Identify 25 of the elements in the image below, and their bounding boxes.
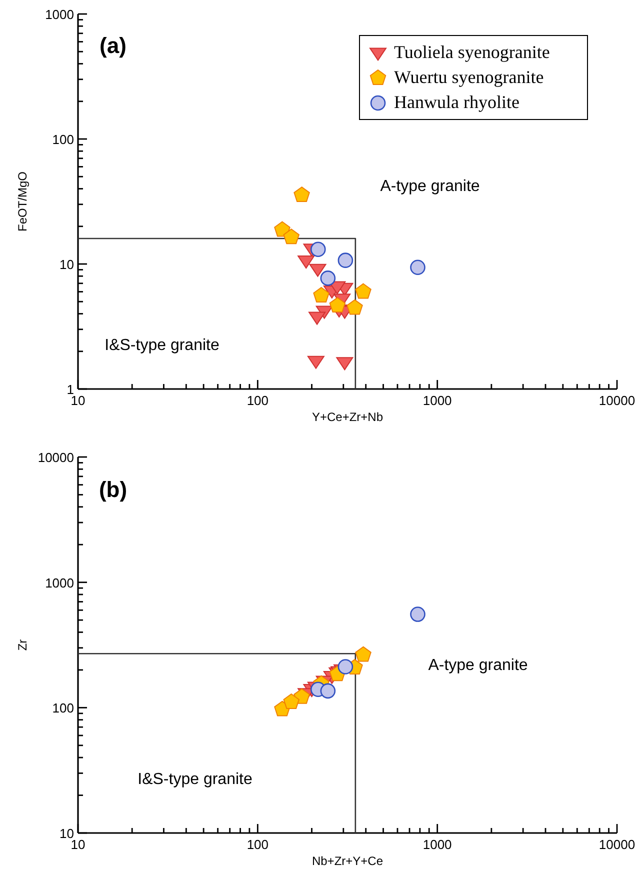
- annotation: I&S-type granite: [138, 771, 252, 789]
- legend-label: Tuoliela syenogranite: [394, 42, 550, 63]
- y-tick-label: 10000: [38, 450, 74, 465]
- y-tick-label: 10: [60, 257, 74, 272]
- x-tick-label: 100: [246, 393, 269, 408]
- annotation: A-type granite: [428, 657, 528, 675]
- legend-label: Wuertu syenogranite: [394, 67, 544, 88]
- y-tick-label: 1000: [45, 7, 74, 22]
- x-tick-label: 10000: [598, 837, 636, 852]
- x-tick-label: 10000: [598, 393, 636, 408]
- y-tick-label: 1000: [45, 575, 74, 590]
- x-axis-title: Y+Ce+Zr+Nb: [312, 410, 384, 424]
- y-axis-title: Zr: [15, 639, 30, 651]
- y-tick-label: 100: [52, 700, 74, 716]
- annotation: I&S-type granite: [104, 337, 220, 355]
- x-tick-label: 1000: [422, 837, 452, 852]
- text: (a): [100, 33, 126, 59]
- x-tick-label: 1000: [422, 393, 452, 408]
- y-axis-title: FeOT/MgO: [15, 171, 30, 232]
- y-tick-label: 100: [52, 132, 74, 147]
- legend-label: Hanwula rhyolite: [394, 92, 520, 113]
- text: (b): [98, 477, 128, 503]
- x-tick-label: 100: [246, 837, 269, 852]
- annotation: A-type granite: [380, 178, 480, 196]
- x-axis-title: Nb+Zr+Y+Ce: [312, 854, 384, 868]
